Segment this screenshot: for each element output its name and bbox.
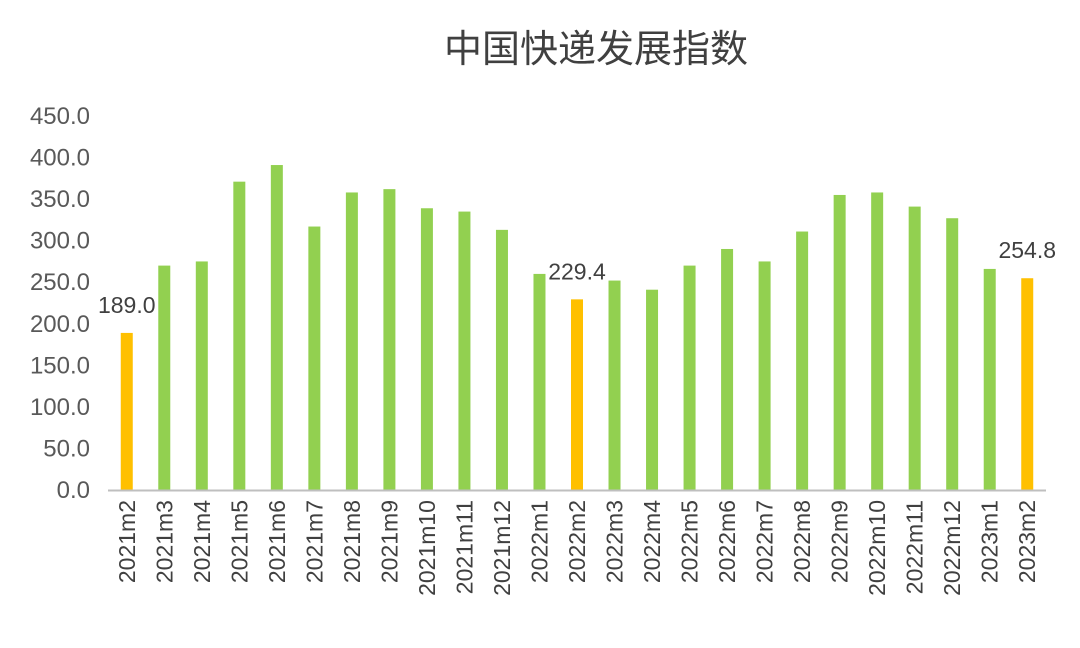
- x-tick-label-2021m9: 2021m9: [376, 500, 402, 583]
- x-tick-label-2022m10: 2022m10: [864, 500, 890, 596]
- bar-2022m6: [721, 248, 734, 490]
- x-tick-label-2023m2: 2023m2: [1014, 500, 1040, 583]
- bar-2021m10: [420, 208, 433, 490]
- bar-2021m4: [195, 261, 208, 490]
- chart-title: 中国快递发展指数: [444, 27, 748, 71]
- bar-2021m8: [345, 192, 358, 490]
- x-axis: 2021m2 2021m3 2021m4 2021m5 2021m6 2021m7 2021…: [108, 489, 1046, 596]
- bar-2021m6: [270, 165, 283, 490]
- x-tick-label-2022m11: 2022m11: [902, 500, 928, 594]
- y-tick-label-7: 350.0: [30, 186, 90, 213]
- x-tick-label-2022m12: 2022m12: [939, 500, 965, 596]
- bar-2022m9: [833, 194, 846, 490]
- bar-2023m1: [983, 268, 996, 490]
- x-tick-label-2022m3: 2022m3: [602, 500, 628, 583]
- x-tick-label-2021m2: 2021m2: [114, 500, 140, 583]
- bar-2022m10: [871, 192, 884, 490]
- x-tick-label-2021m6: 2021m6: [264, 500, 290, 583]
- x-tick-label-2022m8: 2022m8: [789, 500, 815, 583]
- data-label-2023m2: 254.8: [998, 237, 1056, 263]
- data-label-2021m2: 189.0: [98, 292, 156, 318]
- x-tick-label-2021m5: 2021m5: [226, 500, 252, 583]
- x-tick-label-2022m6: 2022m6: [714, 500, 740, 583]
- y-axis: 0.0 50.0 100.0 150.0 200.0 250.0 300.0 350.0 400…: [30, 103, 90, 504]
- bar-2022m8: [796, 231, 809, 490]
- bar-2022m11: [908, 206, 921, 490]
- bar-2021m3: [158, 265, 171, 490]
- bar-2022m2: [571, 299, 583, 490]
- x-tick-label-2022m5: 2022m5: [677, 500, 703, 583]
- y-tick-label-6: 300.0: [30, 228, 90, 255]
- data-label-2022m2: 229.4: [548, 258, 606, 284]
- y-tick-label-2: 100.0: [30, 394, 90, 421]
- x-tick-label-2021m4: 2021m4: [189, 500, 215, 583]
- bar-2022m3: [608, 280, 621, 490]
- bar-2022m7: [758, 261, 771, 490]
- bar-2021m2: [120, 332, 133, 490]
- y-tick-label-0: 0.0: [57, 477, 90, 504]
- y-tick-label-1: 50.0: [43, 435, 90, 462]
- bar-2021m7: [308, 226, 321, 490]
- x-tick-label-2023m1: 2023m1: [977, 500, 1003, 583]
- x-tick-label-2021m11: 2021m11: [451, 500, 477, 594]
- x-tick-label-2021m3: 2021m3: [151, 500, 177, 583]
- bar-2022m1: [533, 273, 546, 490]
- x-tick-label-2022m2: 2022m2: [564, 500, 590, 583]
- y-tick-label-4: 200.0: [30, 311, 90, 338]
- bar-2021m5: [233, 181, 246, 490]
- y-tick-label-9: 450.0: [30, 103, 90, 130]
- bar-2022m4: [646, 289, 659, 490]
- data-labels: 189.0 229.4 254.8: [98, 237, 1056, 318]
- bar-2021m12: [495, 229, 508, 490]
- y-tick-label-8: 400.0: [30, 145, 90, 172]
- x-tick-label-2021m8: 2021m8: [339, 500, 365, 583]
- y-tick-label-3: 150.0: [30, 352, 90, 379]
- bar-2023m2: [1021, 278, 1034, 490]
- x-tick-label-2022m4: 2022m4: [639, 500, 665, 583]
- bars: [120, 165, 1034, 491]
- y-tick-label-5: 250.0: [30, 269, 90, 296]
- x-tick-label-2022m1: 2022m1: [526, 500, 552, 583]
- bar-2022m12: [946, 218, 959, 490]
- bar-2021m9: [383, 189, 396, 491]
- bar-2022m5: [683, 265, 696, 490]
- x-tick-label-2021m7: 2021m7: [301, 500, 327, 583]
- x-tick-label-2021m10: 2021m10: [414, 500, 440, 596]
- x-tick-label-2022m7: 2022m7: [752, 500, 778, 583]
- x-tick-label-2022m9: 2022m9: [827, 500, 853, 583]
- x-tick-label-2021m12: 2021m12: [489, 500, 515, 596]
- bar-2021m11: [458, 211, 471, 491]
